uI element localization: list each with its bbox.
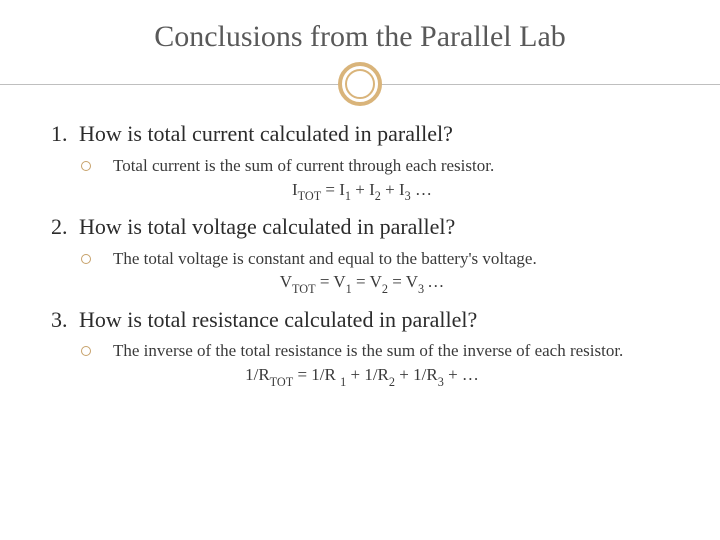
divider (45, 62, 675, 106)
question-number: 1. (51, 120, 79, 149)
answer-text: The inverse of the total resistance is t… (113, 340, 623, 363)
circle-ornament-inner (345, 69, 375, 99)
content-area: 1. How is total current calculated in pa… (45, 120, 675, 389)
answer-block-1: Total current is the sum of current thro… (81, 155, 675, 203)
bullet-icon (81, 161, 91, 171)
answer-text: The total voltage is constant and equal … (113, 248, 537, 271)
formula-3: 1/RTOT = 1/R 1 + 1/R2 + 1/R3 + … (49, 365, 675, 388)
question-text: How is total resistance calculated in pa… (79, 306, 477, 335)
question-1: 1. How is total current calculated in pa… (51, 120, 675, 149)
answer-block-2: The total voltage is constant and equal … (81, 248, 675, 296)
slide: Conclusions from the Parallel Lab 1. How… (0, 0, 720, 540)
question-number: 2. (51, 213, 79, 242)
bullet-row: Total current is the sum of current thro… (81, 155, 675, 178)
bullet-icon (81, 346, 91, 356)
slide-title: Conclusions from the Parallel Lab (45, 20, 675, 54)
answer-block-3: The inverse of the total resistance is t… (81, 340, 675, 388)
question-3: 3. How is total resistance calculated in… (51, 306, 675, 335)
question-text: How is total voltage calculated in paral… (79, 213, 455, 242)
question-2: 2. How is total voltage calculated in pa… (51, 213, 675, 242)
bullet-icon (81, 254, 91, 264)
question-text: How is total current calculated in paral… (79, 120, 453, 149)
answer-text: Total current is the sum of current thro… (113, 155, 494, 178)
circle-ornament-outer (338, 62, 382, 106)
question-number: 3. (51, 306, 79, 335)
bullet-row: The inverse of the total resistance is t… (81, 340, 675, 363)
bullet-row: The total voltage is constant and equal … (81, 248, 675, 271)
formula-1: ITOT = I1 + I2 + I3 … (49, 180, 675, 203)
formula-2: VTOT = V1 = V2 = V3 … (49, 272, 675, 295)
